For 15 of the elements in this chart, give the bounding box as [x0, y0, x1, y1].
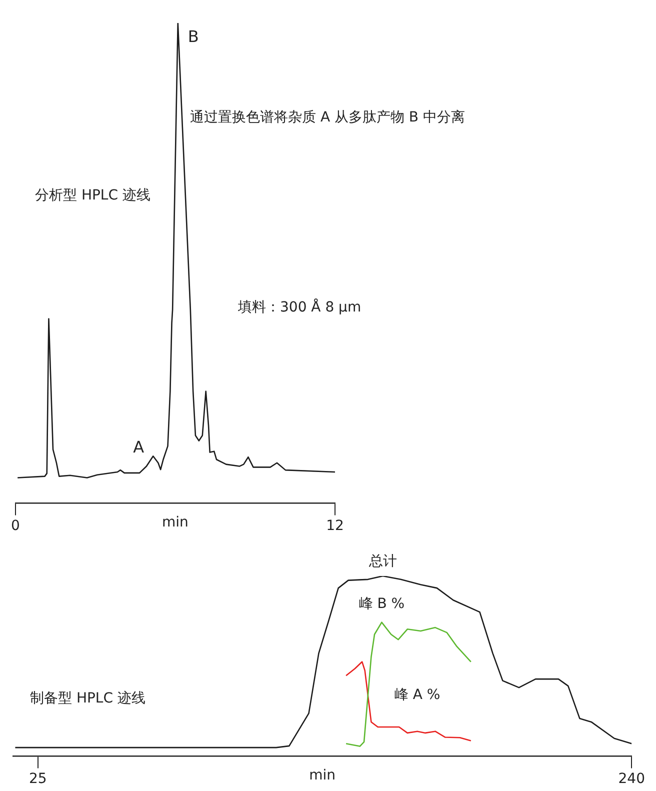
annotation: 填料：300 Å 8 µm [237, 298, 362, 316]
x-tick-label: 12 [326, 518, 344, 534]
x-tick-label: 25 [28, 771, 47, 788]
annotation: 分析型 HPLC 迹线 [35, 188, 150, 204]
x-tick-label: 240 [618, 771, 646, 788]
series-label: 总计 [368, 554, 397, 570]
x-axis-title: min [309, 768, 336, 784]
annotation: B [188, 27, 199, 46]
x-axis-title: min [162, 514, 188, 531]
text: 通过置换色谱将杂质 A 从多肽产物 B 中分离 [190, 110, 465, 126]
x-tick-label: 0 [10, 518, 20, 534]
series-label: 峰 A % [394, 686, 440, 703]
series-label: 峰 B % [358, 596, 405, 612]
annotation: 制备型 HPLC 迹线 [30, 690, 146, 707]
annotation: A [133, 437, 144, 456]
